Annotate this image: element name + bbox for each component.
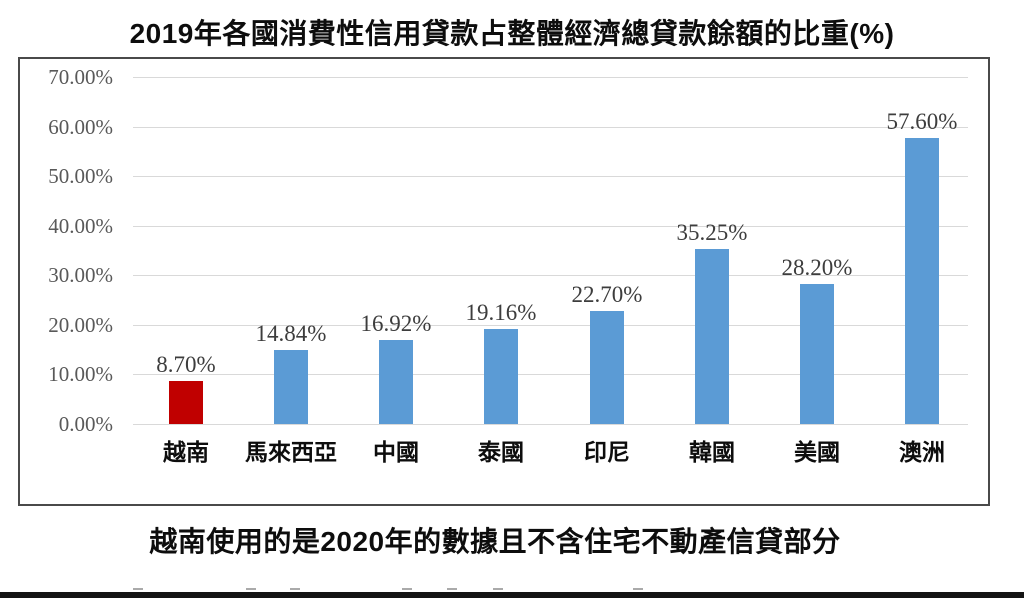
bar	[800, 284, 834, 424]
artifact-dash	[133, 588, 143, 590]
bar-value-label: 8.70%	[156, 352, 216, 377]
category-label: 印尼	[584, 439, 630, 465]
y-axis-tick-label: 10.00%	[48, 362, 113, 387]
bottom-black-bar	[0, 592, 1024, 598]
bar	[695, 249, 729, 424]
bar	[274, 350, 308, 424]
gridline	[133, 176, 968, 178]
gridline	[133, 324, 968, 326]
category-label: 澳洲	[899, 439, 945, 465]
y-axis-tick-label: 20.00%	[48, 312, 113, 337]
bar-value-label: 16.92%	[360, 311, 432, 336]
category-label: 美國	[794, 439, 840, 465]
bar-value-label: 22.70%	[571, 282, 643, 307]
chart-frame: 0.00% 10.00% 20.00% 30.00% 40.00% 50.00% 60.00…	[18, 57, 990, 506]
y-axis-tick-label: 70.00%	[48, 65, 113, 89]
bar-value-label: 57.60%	[886, 109, 958, 134]
gridline	[133, 275, 968, 277]
category-label: 越南	[163, 439, 209, 465]
y-axis-tick-label: 60.00%	[48, 114, 113, 139]
bar-value-label: 19.16%	[465, 300, 537, 325]
y-axis-tick-label: 30.00%	[48, 263, 113, 288]
bar-value-label: 35.25%	[676, 220, 748, 245]
category-label: 中國	[373, 439, 419, 465]
gridline	[133, 126, 968, 128]
y-axis-tick-label: 0.00%	[58, 412, 113, 436]
bar	[484, 329, 518, 424]
gridline	[133, 77, 968, 78]
chart-footnote: 越南使用的是2020年的數據且不含住宅不動產信貸部分	[149, 526, 841, 557]
bar-value-label: 28.20%	[781, 255, 853, 280]
category-label: 馬來西亞	[245, 439, 337, 465]
artifact-dash	[246, 588, 256, 590]
bar-value-label: 14.84%	[255, 321, 327, 346]
artifact-dash	[402, 588, 412, 590]
chart-title: 2019年各國消費性信用貸款占整體經濟總貸款餘額的比重(%)	[129, 18, 895, 49]
bar	[169, 381, 203, 424]
bar	[590, 311, 624, 424]
category-label: 韓國	[689, 439, 735, 465]
gridline	[133, 424, 968, 425]
bar	[905, 138, 939, 424]
gridline	[133, 374, 968, 376]
y-axis-tick-label: 40.00%	[48, 213, 113, 238]
category-label: 泰國	[478, 439, 524, 465]
artifact-dash	[290, 588, 300, 590]
artifact-dash	[493, 588, 503, 590]
artifact-dash	[447, 588, 457, 590]
gridline	[133, 225, 968, 227]
artifact-dash	[633, 588, 643, 590]
y-axis-tick-label: 50.00%	[48, 164, 113, 189]
bar	[379, 340, 413, 424]
